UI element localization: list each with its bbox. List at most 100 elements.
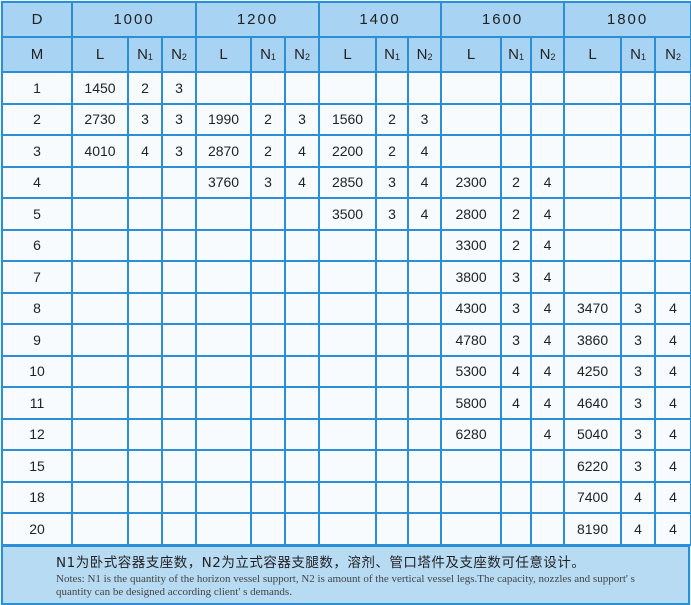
cell xyxy=(654,260,691,294)
cell xyxy=(440,480,503,514)
cell xyxy=(250,228,287,262)
table-row: 7 3800 3 4 xyxy=(1,260,691,294)
table-row: 18 7400 4 4 xyxy=(1,480,691,514)
m-value: 2 xyxy=(1,102,73,136)
cell xyxy=(318,354,378,388)
cell: 4 xyxy=(530,197,566,231)
cell: 3470 xyxy=(563,291,623,325)
cell: 4 xyxy=(654,480,691,514)
spec-table: D 1000 1200 1400 1600 1800 M L N1 N2 L N1 N2 L… xyxy=(1,1,691,546)
cell xyxy=(160,197,198,231)
cell xyxy=(654,197,691,231)
table-row: 9 4780 3 4 3860 3 4 xyxy=(1,323,691,357)
cell xyxy=(160,354,198,388)
diameter-1800: 1800 xyxy=(563,1,691,38)
cell xyxy=(160,165,198,199)
cell xyxy=(407,449,443,483)
cell xyxy=(195,71,253,105)
col-n2-header: N2 xyxy=(407,36,443,73)
m-value: 8 xyxy=(1,291,73,325)
cell xyxy=(407,512,443,546)
n1-letter: N xyxy=(137,46,148,63)
cell xyxy=(284,449,321,483)
table-row: 3 4010 4 3 2870 2 4 2200 2 4 xyxy=(1,134,691,168)
cell: 4640 xyxy=(563,386,623,420)
cell xyxy=(195,291,253,325)
cell xyxy=(440,134,503,168)
cell: 4 xyxy=(284,134,321,168)
cell: 4 xyxy=(654,512,691,546)
col-n1-header: N1 xyxy=(375,36,410,73)
n2-letter: N xyxy=(416,46,428,63)
col-n1-header: N1 xyxy=(127,36,163,73)
n1-subscript: 1 xyxy=(270,52,276,62)
cell xyxy=(563,134,623,168)
cell: 4 xyxy=(500,354,533,388)
cell: 4 xyxy=(500,386,533,420)
cell xyxy=(500,417,533,451)
cell xyxy=(654,102,691,136)
cell xyxy=(250,449,287,483)
cell: 3 xyxy=(500,260,533,294)
cell: 3 xyxy=(500,323,533,357)
n2-subscript: 2 xyxy=(675,52,681,62)
n2-letter: N xyxy=(171,46,182,63)
cell xyxy=(71,260,129,294)
cell xyxy=(407,260,443,294)
n2-subscript: 2 xyxy=(427,52,433,62)
cell: 4250 xyxy=(563,354,623,388)
cell: 6220 xyxy=(563,449,623,483)
m-value: 5 xyxy=(1,197,73,231)
col-n1-header: N1 xyxy=(620,36,657,73)
n1-letter: N xyxy=(260,46,271,63)
cell xyxy=(530,71,566,105)
cell: 7400 xyxy=(563,480,623,514)
cell xyxy=(284,480,321,514)
cell: 2 xyxy=(375,102,410,136)
cell xyxy=(71,197,129,231)
table-row: 6 3300 2 4 xyxy=(1,228,691,262)
cell xyxy=(160,512,198,546)
cell xyxy=(250,480,287,514)
cell xyxy=(407,417,443,451)
cell xyxy=(440,102,503,136)
diameter-1600: 1600 xyxy=(440,1,566,38)
cell xyxy=(250,260,287,294)
cell: 8190 xyxy=(563,512,623,546)
cell xyxy=(250,386,287,420)
cell xyxy=(440,71,503,105)
cell: 3 xyxy=(284,102,321,136)
n1-letter: N xyxy=(630,46,641,63)
cell xyxy=(127,449,163,483)
m-value: 18 xyxy=(1,480,73,514)
cell: 3 xyxy=(620,291,657,325)
table-row: 4 3760 3 4 2850 3 4 2300 2 4 xyxy=(1,165,691,199)
cell: 3860 xyxy=(563,323,623,357)
cell xyxy=(195,449,253,483)
cell xyxy=(160,417,198,451)
cell xyxy=(620,228,657,262)
cell xyxy=(563,165,623,199)
cell: 3500 xyxy=(318,197,378,231)
cell: 3 xyxy=(160,102,198,136)
cell: 4 xyxy=(407,165,443,199)
diameter-1200: 1200 xyxy=(195,1,321,38)
cell: 4 xyxy=(127,134,163,168)
cell xyxy=(284,323,321,357)
cell: 2 xyxy=(500,197,533,231)
cell: 4 xyxy=(654,354,691,388)
cell xyxy=(375,386,410,420)
cell xyxy=(284,417,321,451)
m-value: 20 xyxy=(1,512,73,546)
cell xyxy=(318,71,378,105)
m-value: 7 xyxy=(1,260,73,294)
cell: 3 xyxy=(127,102,163,136)
notes-english: Notes: N1 is the quantity of the horizon… xyxy=(56,573,635,598)
cell xyxy=(127,165,163,199)
col-l-header: L xyxy=(71,36,129,73)
cell xyxy=(654,71,691,105)
cell: 4 xyxy=(654,323,691,357)
col-l-header: L xyxy=(563,36,623,73)
cell xyxy=(195,480,253,514)
